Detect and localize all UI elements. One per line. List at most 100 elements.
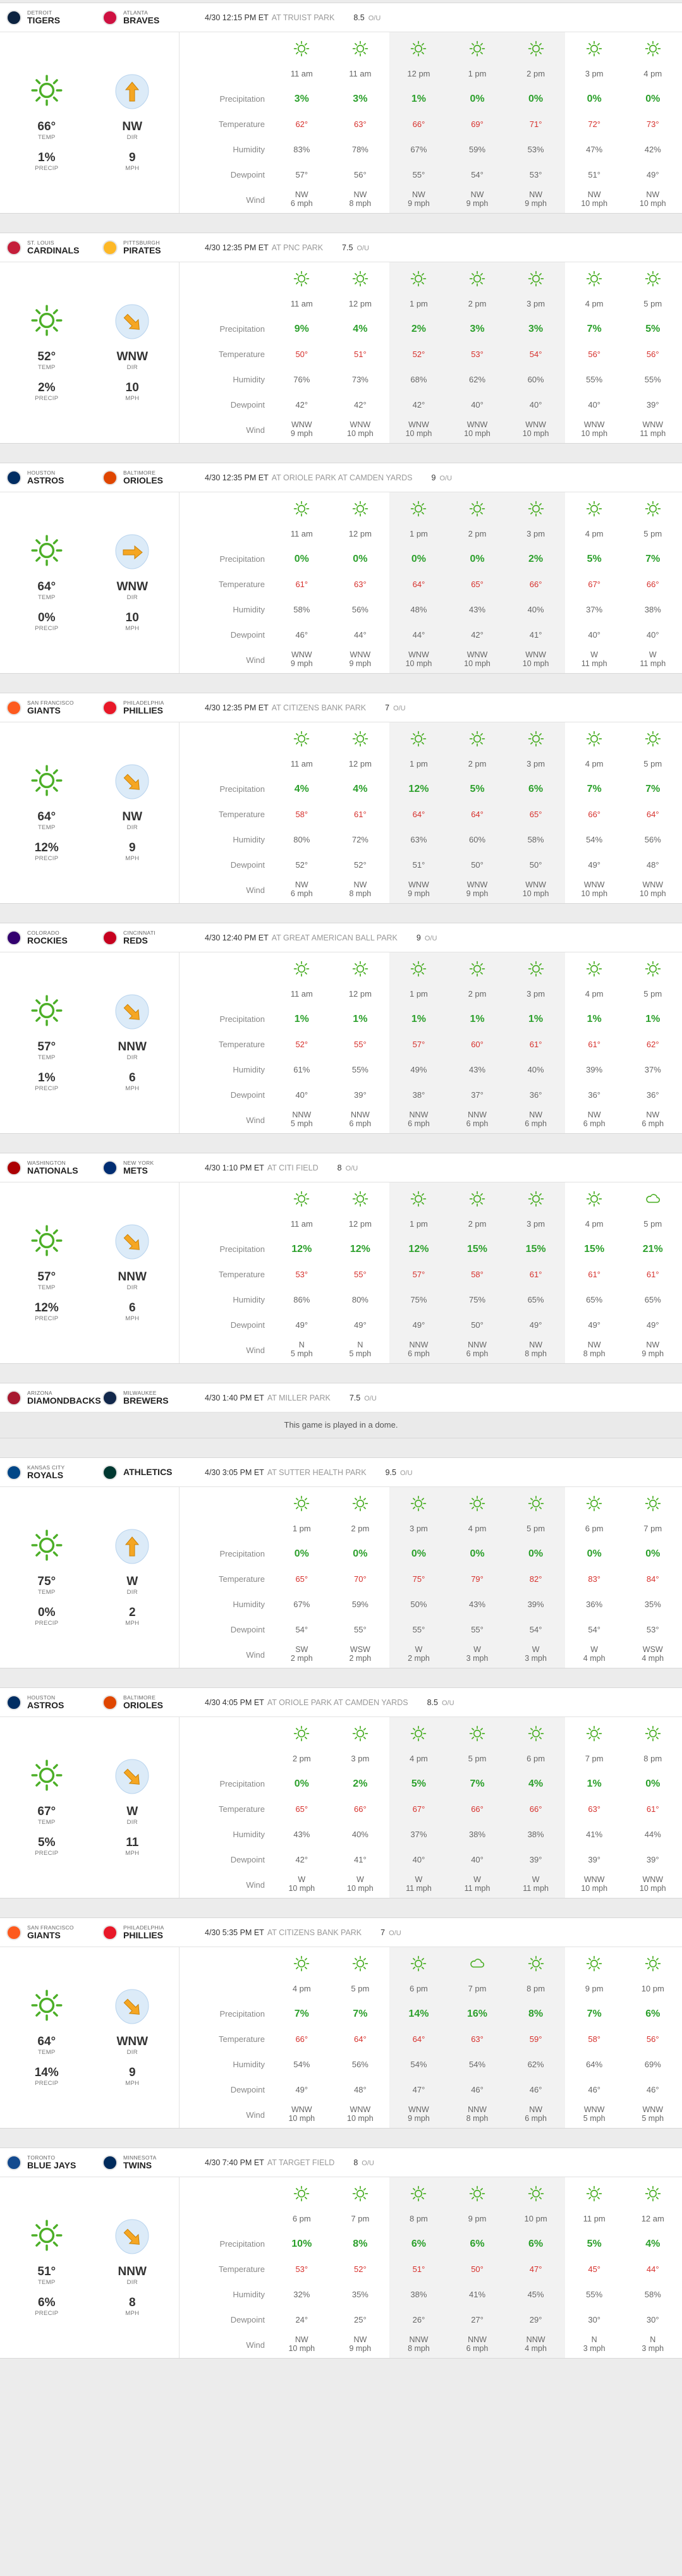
hour-dewpoint: 39° bbox=[646, 1855, 659, 1864]
summary-precip-label: PRECIP bbox=[35, 1315, 59, 1322]
over-under-value: 8 bbox=[337, 1163, 342, 1172]
team-name-block: HOUSTON ASTROS bbox=[27, 470, 64, 485]
hour-column: 1 pm 2% 52° 68% 42° WNW 10 mph bbox=[389, 262, 448, 443]
sunny-icon bbox=[410, 1191, 427, 1210]
over-under-label: O/U bbox=[439, 474, 453, 482]
hour-wind-speed: 10 mph bbox=[347, 1884, 374, 1893]
hour-column: 3 pm 0% 72° 47% 51° NW 10 mph bbox=[565, 32, 624, 213]
hour-icon-wrap bbox=[272, 269, 331, 291]
hour-wind-dir: NNW bbox=[468, 1340, 487, 1349]
wind-direction-icon bbox=[114, 303, 150, 340]
hour-icon-wrap bbox=[506, 1189, 565, 1212]
hour-column: 3 pm 2% 66° 40% 41° WNW 10 mph bbox=[506, 492, 565, 673]
team-away[interactable]: DETROIT TIGERS bbox=[6, 9, 102, 25]
hour-temp: 65° bbox=[529, 810, 542, 819]
hour-wind-dir: NNW bbox=[526, 2335, 545, 2344]
team-home[interactable]: ATHLETICS bbox=[102, 1464, 198, 1480]
summary-wind: W DIR 11 MPH bbox=[90, 1717, 176, 1898]
hour-icon-wrap bbox=[272, 1189, 331, 1212]
hour-column: 6 pm 14% 64° 54% 47° WNW 9 mph bbox=[389, 1947, 448, 2128]
team-logo bbox=[6, 700, 21, 715]
hour-precip: 1% bbox=[587, 1778, 602, 1789]
team-away[interactable]: ARIZONA DIAMONDBACKS bbox=[6, 1390, 102, 1406]
sunny-icon bbox=[645, 1495, 661, 1515]
row-label: Humidity bbox=[233, 2060, 265, 2069]
team-away[interactable]: KANSAS CITY ROYALS bbox=[6, 1464, 102, 1480]
game-time: 4/30 1:40 PM ET AT MILLER PARK bbox=[205, 1394, 331, 1402]
hour-precip: 0% bbox=[645, 1778, 661, 1789]
hour-time: 2 pm bbox=[468, 989, 487, 999]
team-home[interactable]: PITTSBURGH PIRATES bbox=[102, 240, 198, 255]
hour-precip: 21% bbox=[642, 1244, 663, 1255]
team-away[interactable]: HOUSTON ASTROS bbox=[6, 1694, 102, 1710]
hour-wind: NNW 5 mph bbox=[272, 1108, 331, 1133]
hour-time: 6 pm bbox=[409, 1984, 428, 1993]
game-start-time: 4/30 5:35 PM ET bbox=[205, 1928, 264, 1937]
hour-wind: WNW 10 mph bbox=[448, 418, 507, 443]
sunny-icon bbox=[352, 1495, 368, 1515]
row-labels: Precipitation Temperature Humidity Dewpoint… bbox=[180, 1487, 272, 1668]
hour-wind-dir: WNW bbox=[291, 2105, 312, 2114]
team-home[interactable]: MINNESOTA TWINS bbox=[102, 2154, 198, 2170]
hour-precip: 7% bbox=[587, 2008, 602, 2019]
team-home[interactable]: NEW YORK METS bbox=[102, 1160, 198, 1176]
over-under-value: 7 bbox=[381, 1928, 386, 1937]
over-under: 8 O/U bbox=[338, 1163, 358, 1172]
hour-time: 4 pm bbox=[585, 759, 604, 769]
summary-weather: 57° TEMP 1% PRECIP bbox=[4, 952, 90, 1133]
hour-icon-wrap bbox=[565, 1189, 624, 1212]
hour-icon-wrap bbox=[623, 1723, 682, 1746]
team-away[interactable]: TORONTO BLUE JAYS bbox=[6, 2154, 102, 2170]
team-home[interactable]: BALTIMORE ORIOLES bbox=[102, 1694, 198, 1710]
hour-time: 3 pm bbox=[527, 989, 545, 999]
hour-icon-wrap bbox=[389, 2184, 448, 2206]
hour-dewpoint: 55° bbox=[354, 1625, 367, 1634]
hour-time: 1 pm bbox=[468, 69, 487, 78]
hour-wind-speed: 6 mph bbox=[642, 1119, 664, 1128]
hour-wind-speed: 6 mph bbox=[290, 199, 313, 208]
forecast-body: 64° TEMP 0% PRECIP WNW DIR 10 MPH Precipitation T… bbox=[0, 492, 682, 673]
sunny-icon bbox=[352, 2185, 368, 2205]
hour-wind: W 11 mph bbox=[389, 1873, 448, 1898]
sunny-icon bbox=[293, 2185, 310, 2205]
over-under-value: 7.5 bbox=[349, 1393, 361, 1402]
hour-wind-speed: 10 mph bbox=[347, 2114, 374, 2123]
team-home[interactable]: ATLANTA BRAVES bbox=[102, 9, 198, 25]
hour-precip: 3% bbox=[294, 94, 309, 104]
team-home[interactable]: PHILADELPHIA PHILLIES bbox=[102, 1924, 198, 1940]
team-home[interactable]: PHILADELPHIA PHILLIES bbox=[102, 700, 198, 715]
team-home[interactable]: MILWAUKEE BREWERS bbox=[102, 1390, 198, 1406]
sunny-icon bbox=[586, 731, 602, 750]
hour-wind-dir: WSW bbox=[642, 1645, 663, 1654]
team-away[interactable]: SAN FRANCISCO GIANTS bbox=[6, 700, 102, 715]
team-logo bbox=[102, 930, 118, 945]
over-under: 8 O/U bbox=[353, 2158, 374, 2167]
wind-direction-icon bbox=[114, 533, 150, 570]
hour-humidity: 42% bbox=[644, 145, 661, 154]
sunny-icon bbox=[586, 2185, 602, 2205]
team-home[interactable]: BALTIMORE ORIOLES bbox=[102, 470, 198, 485]
team-home[interactable]: CINCINNATI REDS bbox=[102, 930, 198, 945]
hour-precip: 0% bbox=[470, 1548, 485, 1559]
team-away[interactable]: SAN FRANCISCO GIANTS bbox=[6, 1924, 102, 1940]
hour-column: 5 pm 0% 82° 39% 54° W 3 mph bbox=[506, 1487, 565, 1668]
team-away[interactable]: HOUSTON ASTROS bbox=[6, 470, 102, 485]
hour-temp: 66° bbox=[412, 119, 425, 129]
hour-wind-dir: WNW bbox=[583, 1875, 605, 1884]
hour-temp: 56° bbox=[646, 2034, 659, 2044]
hour-humidity: 65% bbox=[586, 1295, 603, 1304]
hour-wind-dir: NW bbox=[295, 880, 308, 889]
hour-temp: 75° bbox=[412, 1574, 425, 1584]
team-city: SAN FRANCISCO bbox=[27, 1924, 74, 1931]
team-away[interactable]: WASHINGTON NATIONALS bbox=[6, 1160, 102, 1176]
hour-humidity: 73% bbox=[351, 375, 368, 384]
team-away[interactable]: ST. LOUIS CARDINALS bbox=[6, 240, 102, 255]
team-name-block: PHILADELPHIA PHILLIES bbox=[123, 1924, 164, 1940]
over-under: 9.5 O/U bbox=[386, 1468, 413, 1477]
row-label: Precipitation bbox=[219, 1779, 265, 1789]
hour-column: 8 pm 8% 59° 62% 46° NW 6 mph bbox=[506, 1947, 565, 2128]
hour-wind: NW 6 mph bbox=[565, 1108, 624, 1133]
team-away[interactable]: COLORADO ROCKIES bbox=[6, 930, 102, 945]
row-label: Dewpoint bbox=[230, 170, 265, 179]
hour-time: 4 pm bbox=[292, 1984, 311, 1993]
